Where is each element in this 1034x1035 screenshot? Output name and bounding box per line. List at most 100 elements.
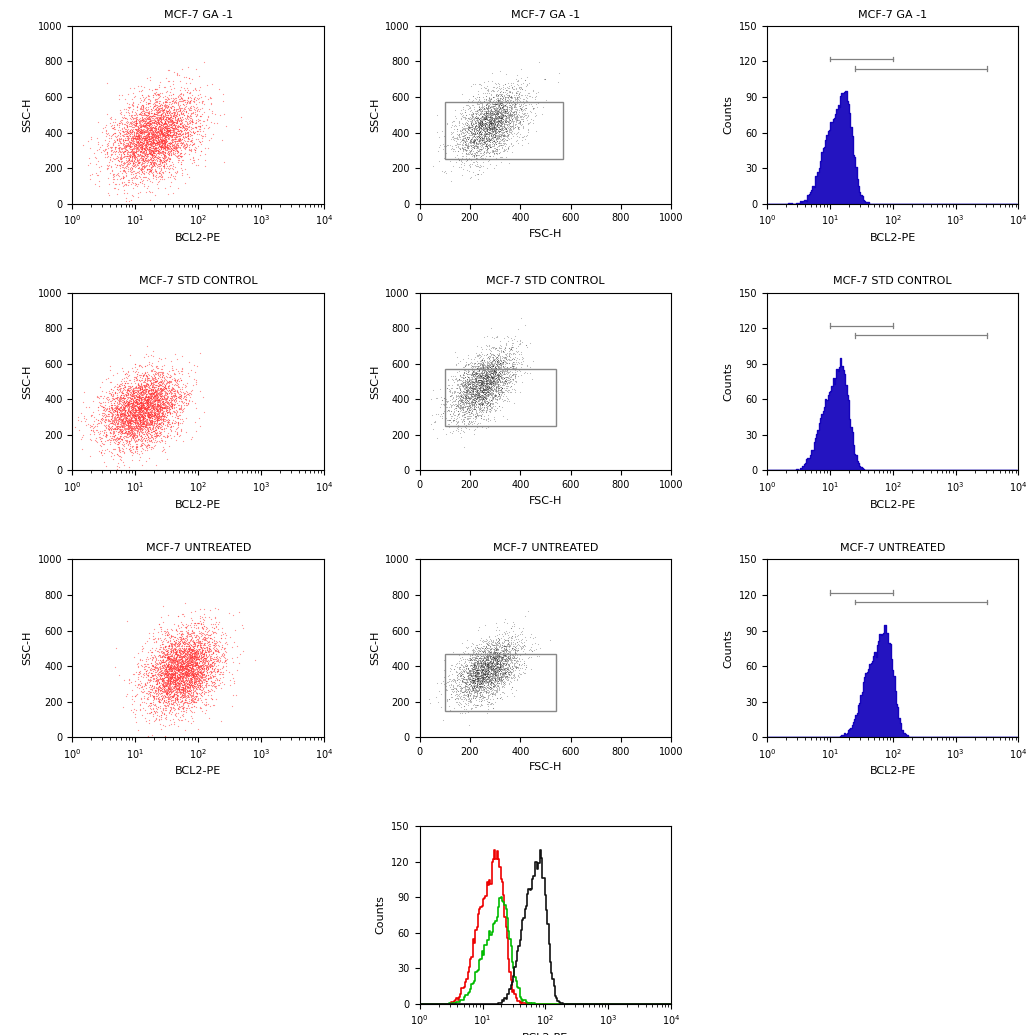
Point — [467, 147, 484, 164]
Point — [458, 394, 475, 411]
Point — [140, 417, 156, 434]
Point — [125, 126, 142, 143]
Point — [114, 433, 130, 449]
Point — [494, 663, 511, 680]
Point — [166, 138, 183, 154]
Point — [164, 127, 181, 144]
Point — [462, 383, 479, 400]
Point — [131, 144, 148, 160]
Point — [482, 641, 498, 657]
Point — [477, 126, 493, 143]
Point — [460, 90, 477, 107]
Point — [138, 111, 154, 127]
Point — [174, 653, 190, 670]
Point — [490, 667, 507, 683]
Point — [114, 436, 130, 452]
Point — [102, 415, 119, 432]
Point — [449, 121, 465, 138]
Point — [160, 113, 177, 129]
Point — [481, 382, 497, 398]
Point — [150, 388, 166, 405]
Point — [142, 406, 158, 422]
Point — [454, 672, 470, 688]
Point — [147, 406, 163, 422]
Point — [163, 688, 180, 705]
Point — [468, 358, 485, 375]
Point — [133, 161, 150, 178]
Point — [466, 393, 483, 410]
Point — [472, 141, 488, 157]
Point — [96, 425, 113, 442]
Point — [165, 670, 182, 686]
Point — [461, 650, 478, 667]
Point — [490, 92, 507, 109]
Point — [125, 368, 142, 385]
Point — [93, 433, 110, 449]
Point — [482, 105, 498, 121]
Point — [177, 659, 193, 676]
Point — [199, 650, 215, 667]
Point — [147, 140, 163, 156]
Point — [127, 391, 144, 408]
Point — [461, 379, 478, 395]
Point — [150, 392, 166, 409]
Point — [193, 645, 210, 661]
Point — [194, 637, 211, 653]
Point — [125, 402, 142, 418]
Point — [509, 89, 525, 106]
Point — [454, 400, 470, 416]
Point — [467, 663, 484, 680]
Point — [497, 339, 514, 356]
Point — [140, 123, 156, 140]
Point — [479, 126, 495, 143]
Point — [527, 85, 544, 101]
Point — [180, 662, 196, 679]
Point — [455, 141, 472, 157]
Point — [146, 117, 162, 134]
Point — [148, 122, 164, 139]
Point — [195, 95, 212, 112]
Point — [489, 107, 506, 123]
Point — [493, 647, 510, 663]
Point — [161, 406, 178, 422]
Point — [131, 110, 148, 126]
Point — [155, 108, 172, 124]
Point — [178, 639, 194, 655]
Point — [501, 88, 518, 105]
Point — [120, 402, 136, 418]
Point — [177, 660, 193, 677]
Point — [527, 88, 544, 105]
Point — [153, 116, 170, 132]
Point — [153, 374, 170, 390]
Point — [509, 90, 525, 107]
Point — [132, 116, 149, 132]
Point — [472, 374, 488, 390]
Point — [124, 154, 141, 171]
Point — [133, 112, 150, 128]
Point — [156, 153, 173, 170]
Point — [490, 129, 507, 146]
Point — [158, 137, 175, 153]
Point — [122, 397, 139, 414]
Point — [141, 659, 157, 676]
Point — [138, 388, 154, 405]
Point — [170, 87, 186, 104]
Point — [190, 156, 207, 173]
Point — [149, 93, 165, 110]
Point — [155, 701, 172, 717]
Point — [515, 119, 531, 136]
Point — [143, 406, 159, 422]
Point — [478, 96, 494, 113]
Point — [484, 675, 500, 691]
Point — [440, 698, 457, 714]
Y-axis label: Counts: Counts — [723, 362, 733, 401]
Point — [169, 105, 185, 121]
Point — [154, 115, 171, 131]
Point — [474, 116, 490, 132]
Point — [478, 364, 494, 381]
Point — [187, 101, 204, 118]
Point — [151, 104, 168, 120]
Point — [469, 355, 486, 372]
Point — [147, 383, 163, 400]
Point — [149, 126, 165, 143]
